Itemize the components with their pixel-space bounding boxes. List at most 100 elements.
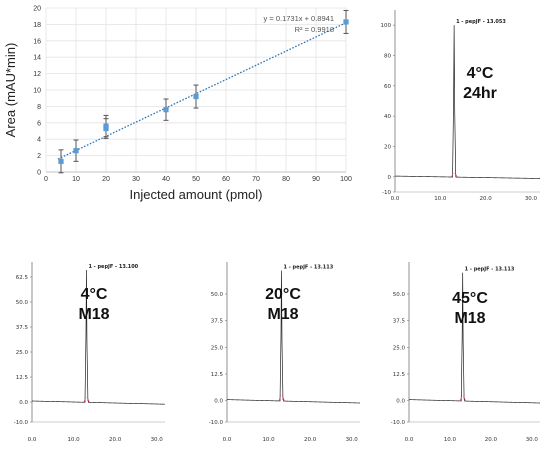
y-tick-label: 0.0 xyxy=(396,399,405,405)
trendline-equation: y = 0.1731x + 0.8941 xyxy=(264,14,334,23)
x-tick-label: 90 xyxy=(312,176,320,183)
integration-mark xyxy=(459,395,463,402)
data-point xyxy=(163,107,169,113)
x-tick-label: 80 xyxy=(282,176,290,183)
x-tick-label: 30.0 xyxy=(525,196,538,202)
y-tick-label: 100 xyxy=(381,23,392,29)
x-tick-label: 0.0 xyxy=(391,196,400,202)
r-squared-label: R² = 0.9918 xyxy=(295,25,334,34)
y-tick-label: 12.5 xyxy=(393,372,406,378)
y-tick-label: -10.0 xyxy=(391,420,406,426)
chromatogram-panel: 50.0 37.5 25.0 12.5 0.0 -10.0 0.0 10.0 20.0 30.0 1… xyxy=(209,262,361,443)
trendline xyxy=(57,22,347,160)
y-tick-label: 0 xyxy=(37,170,41,177)
x-tick-label: 20.0 xyxy=(304,437,317,443)
y-tick-label: 40 xyxy=(384,114,391,120)
x-tick-label: 30.0 xyxy=(346,437,359,443)
condition-time: M18 xyxy=(454,310,485,327)
x-tick-label: 10 xyxy=(72,176,80,183)
y-tick-label: 25.0 xyxy=(211,345,224,351)
x-tick-label: 10.0 xyxy=(444,437,457,443)
y-tick-label: 18 xyxy=(33,22,41,29)
x-tick-label: 10.0 xyxy=(67,437,80,443)
y-tick-label: -10.0 xyxy=(209,420,224,426)
condition-time: 24hr xyxy=(463,85,497,102)
integration-mark xyxy=(83,397,86,403)
chromatogram-trace xyxy=(226,270,361,404)
y-tick-label: 80 xyxy=(384,54,391,60)
chromatogram-trace xyxy=(408,272,541,404)
y-tick-label: 8 xyxy=(37,104,41,111)
y-tick-label: 25.0 xyxy=(16,350,29,356)
condition-time: M18 xyxy=(267,306,298,323)
peak-label: 1 - pepJF - 13.113 xyxy=(465,267,515,273)
x-tick-label: 40 xyxy=(162,176,170,183)
y-tick-label: 0 xyxy=(388,175,392,181)
condition-time: M18 xyxy=(78,306,109,323)
y-tick-label: 20 xyxy=(33,6,41,13)
x-tick-label: 10.0 xyxy=(434,196,447,202)
y-tick-label: 4 xyxy=(37,137,41,144)
y-tick-label: 50.0 xyxy=(393,292,406,298)
chromatogram-trace xyxy=(394,25,541,179)
calibration-chart: 0 2 4 6 8 10 12 14 16 18 20 0 10 20 30 40 50 60 70 80 90 100 y… xyxy=(3,6,352,203)
y-tick-label: 12 xyxy=(33,71,41,78)
x-tick-label: 0.0 xyxy=(223,437,232,443)
x-tick-label: 70 xyxy=(252,176,260,183)
x-tick-label: 50 xyxy=(192,176,200,183)
y-tick-label: 37.5 xyxy=(211,319,224,325)
y-tick-label: 50.0 xyxy=(211,292,224,298)
y-tick-label: 62.5 xyxy=(16,275,29,281)
condition-temperature: 4°C xyxy=(81,286,108,303)
data-point xyxy=(343,19,349,25)
integration-mark xyxy=(278,395,281,402)
y-tick-label: 0.0 xyxy=(19,400,28,406)
x-tick-label: 20 xyxy=(102,176,110,183)
chromatogram-trace xyxy=(31,269,166,405)
chromatogram-panel: 50.0 37.5 25.0 12.5 0.0 -10.0 0.0 10.0 20.0 30.0 1… xyxy=(391,262,541,443)
y-tick-label: 37.5 xyxy=(16,325,29,331)
y-tick-label: 12.5 xyxy=(211,372,224,378)
data-point xyxy=(103,123,109,129)
y-tick-label: 37.5 xyxy=(393,319,406,325)
integration-mark xyxy=(281,395,285,402)
integration-mark xyxy=(86,397,90,403)
x-tick-label: 20.0 xyxy=(485,437,498,443)
integration-mark xyxy=(463,395,466,402)
y-tick-label: 2 xyxy=(37,153,41,160)
x-axis-label: Injected amount (pmol) xyxy=(130,187,263,202)
integration-mark xyxy=(451,173,454,178)
y-tick-label: 14 xyxy=(33,55,41,62)
x-tick-label: 0 xyxy=(44,176,48,183)
y-tick-label: 60 xyxy=(384,84,391,90)
integration-mark xyxy=(454,173,458,178)
x-tick-label: 20.0 xyxy=(109,437,122,443)
x-tick-label: 100 xyxy=(340,176,352,183)
y-tick-label: -10.0 xyxy=(14,420,29,426)
y-tick-label: 25.0 xyxy=(393,345,406,351)
x-tick-label: 10.0 xyxy=(262,437,275,443)
y-tick-label: 10 xyxy=(33,88,41,95)
chromatogram-panel: 100 80 60 40 20 0 -100.0 10.0 20.0 30.0 1 - pepJF … xyxy=(381,10,541,202)
x-tick-label: 30.0 xyxy=(526,437,539,443)
x-tick-label: 20.0 xyxy=(480,196,493,202)
y-tick-label: 0.0 xyxy=(214,399,223,405)
peak-label: 1 - pepJF - 13.100 xyxy=(88,264,138,270)
y-tick-label: 6 xyxy=(37,120,41,127)
peak-label: 1 - pepJF - 13.053 xyxy=(456,19,506,25)
x-tick-label: 30 xyxy=(132,176,140,183)
chromatogram-panel: 62.5 50.0 37.5 25.0 12.5 0.0 -10.0 0.0 10.0 20.0 3… xyxy=(14,262,166,443)
x-tick-label: 0.0 xyxy=(28,437,37,443)
x-tick-label: 0.0 xyxy=(405,437,414,443)
x-tick-label: 60 xyxy=(222,176,230,183)
y-tick-label: 16 xyxy=(33,38,41,45)
y-tick-label: -10 xyxy=(382,190,391,196)
y-axis-label: Area (mAU*min) xyxy=(3,43,18,138)
x-tick-label: 30.0 xyxy=(151,437,164,443)
condition-temperature: 45°C xyxy=(452,290,488,307)
condition-temperature: 4°C xyxy=(467,65,494,82)
data-point xyxy=(58,158,64,164)
y-tick-label: 20 xyxy=(384,145,391,151)
y-tick-label: 50.0 xyxy=(16,300,29,306)
